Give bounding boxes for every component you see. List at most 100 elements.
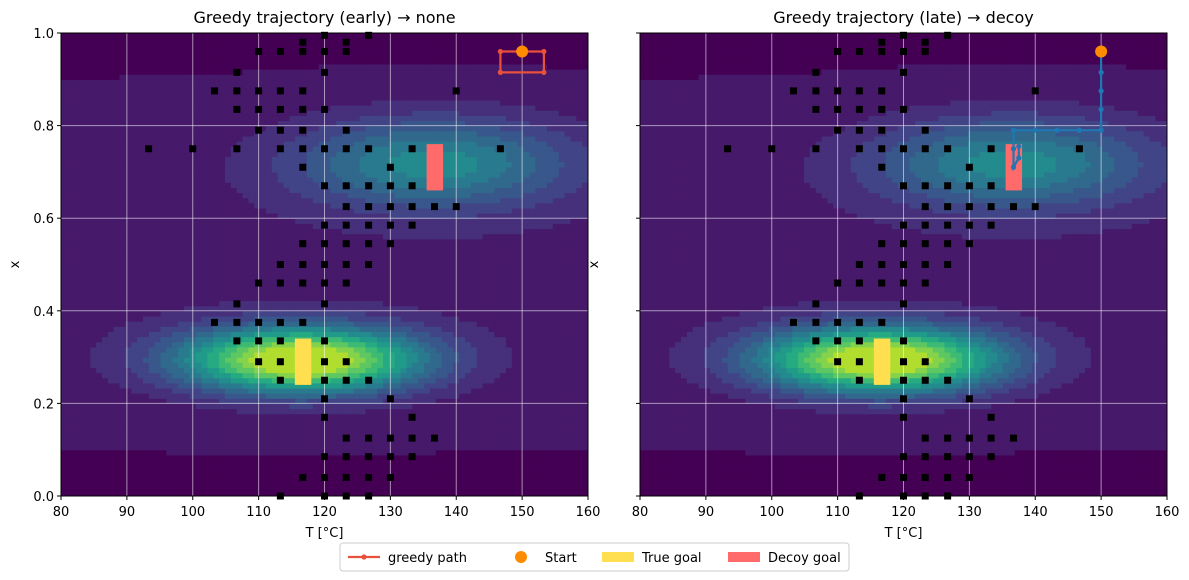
contour-cell	[271, 38, 279, 44]
contour-cell	[72, 135, 80, 142]
contour-cell	[72, 120, 80, 127]
contour-cell	[125, 377, 132, 384]
contour-cell	[230, 444, 238, 451]
contour-cell	[359, 403, 367, 410]
contour-cell	[172, 346, 179, 353]
contour-cell	[154, 89, 162, 96]
contour-cell	[90, 135, 97, 142]
contour-cell	[365, 197, 372, 204]
contour-cell	[66, 213, 74, 219]
contour-cell	[342, 372, 349, 379]
contour-cell	[224, 48, 232, 55]
contour-cell	[207, 94, 214, 101]
contour-cell	[61, 285, 68, 291]
contour-cell	[318, 177, 326, 183]
contour-cell	[142, 398, 150, 404]
contour-cell	[242, 228, 249, 235]
contour-cell	[84, 156, 91, 163]
contour-cell	[213, 125, 220, 132]
contour-cell	[101, 429, 109, 435]
contour-cell	[90, 321, 97, 327]
contour-cell	[260, 223, 267, 230]
contour-cell	[371, 470, 378, 477]
contour-cell	[353, 228, 361, 235]
contour-cell	[254, 398, 261, 404]
contour-cell	[230, 279, 238, 286]
contour-cell	[260, 146, 267, 152]
contour-cell	[107, 202, 115, 209]
contour-cell	[72, 367, 80, 374]
contour-cell	[166, 146, 173, 152]
contour-cell	[254, 99, 261, 106]
contour-cell	[330, 423, 337, 430]
contour-cell	[260, 490, 267, 496]
contour-cell	[347, 418, 355, 425]
contour-cell	[230, 274, 238, 281]
contour-cell	[277, 465, 285, 471]
contour-cell	[248, 418, 255, 425]
contour-cell	[172, 449, 179, 456]
contour-cell	[101, 295, 109, 302]
contour-cell	[260, 33, 267, 39]
contour-cell	[137, 171, 144, 178]
contour-cell	[195, 393, 203, 399]
contour-cell	[359, 33, 367, 39]
contour-cell	[160, 269, 167, 276]
contour-cell	[353, 141, 361, 147]
contour-cell	[172, 362, 179, 368]
contour-cell	[353, 290, 361, 296]
contour-cell	[260, 367, 267, 374]
contour-cell	[330, 279, 337, 286]
contour-cell	[254, 58, 261, 65]
contour-cell	[347, 454, 355, 461]
contour-cell	[101, 207, 109, 214]
contour-cell	[336, 243, 343, 250]
contour-cell	[242, 120, 249, 127]
contour-cell	[183, 243, 191, 250]
contour-cell	[342, 465, 349, 471]
contour-cell	[101, 372, 109, 379]
contour-cell	[271, 444, 279, 451]
contour-cell	[242, 480, 249, 487]
contour-cell	[131, 33, 138, 39]
contour-cell	[359, 43, 367, 50]
contour-cell	[137, 125, 144, 132]
contour-cell	[359, 89, 367, 96]
contour-cell	[213, 213, 220, 219]
contour-cell	[359, 346, 367, 353]
contour-cell	[230, 377, 238, 384]
contour-cell	[213, 470, 220, 477]
contour-cell	[324, 63, 331, 70]
contour-cell	[260, 377, 267, 384]
contour-cell	[383, 413, 390, 420]
contour-cell	[131, 146, 138, 152]
contour-cell	[236, 192, 244, 199]
contour-cell	[61, 444, 68, 451]
contour-cell	[66, 336, 74, 343]
contour-cell	[359, 156, 367, 163]
contour-cell	[84, 264, 91, 271]
contour-cell	[107, 192, 115, 199]
contour-cell	[342, 161, 349, 168]
contour-cell	[72, 249, 80, 255]
contour-cell	[242, 408, 249, 415]
contour-cell	[248, 151, 255, 158]
contour-cell	[359, 357, 367, 363]
contour-cell	[119, 357, 127, 363]
contour-cell	[301, 171, 308, 178]
contour-cell	[172, 387, 179, 394]
contour-cell	[137, 94, 144, 101]
contour-cell	[72, 202, 80, 209]
contour-cell	[183, 310, 191, 317]
contour-cell	[359, 207, 367, 214]
contour-cell	[72, 79, 80, 86]
contour-cell	[260, 218, 267, 224]
contour-cell	[383, 429, 390, 435]
contour-cell	[248, 290, 255, 296]
contour-cell	[78, 125, 86, 132]
contour-cell	[324, 346, 331, 353]
contour-cell	[301, 408, 308, 415]
contour-cell	[312, 321, 320, 327]
contour-cell	[107, 290, 115, 296]
contour-cell	[219, 146, 226, 152]
